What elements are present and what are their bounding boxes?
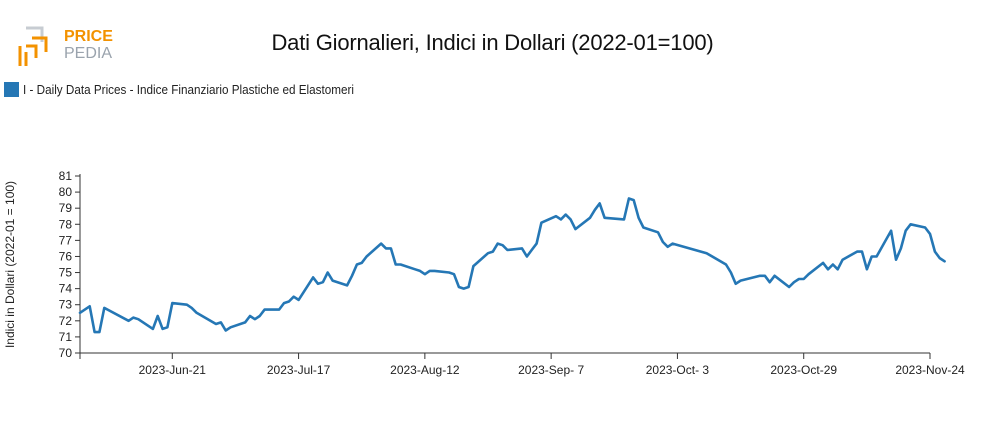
y-tick-label: 70 xyxy=(59,346,73,360)
y-tick-label: 75 xyxy=(59,266,73,280)
y-tick-label: 72 xyxy=(59,314,73,328)
logo-text-top: PRICE xyxy=(64,28,113,45)
logo-mark-icon xyxy=(18,26,48,66)
x-tick-label: 2023-Oct- 3 xyxy=(646,363,710,377)
y-tick-label: 80 xyxy=(59,185,73,199)
y-axis-label: Indici in Dollari (2022-01 = 100) xyxy=(3,181,17,348)
x-tick-label: 2023-Jul-17 xyxy=(267,363,331,377)
y-tick-label: 76 xyxy=(59,249,73,263)
x-tick-label: 2023-Aug-12 xyxy=(390,363,460,377)
y-tick-label: 79 xyxy=(59,201,73,215)
pricepedia-logo: PRICE PEDIA xyxy=(18,26,113,66)
y-tick-label: 71 xyxy=(59,330,73,344)
x-tick-label: 2023-Sep- 7 xyxy=(518,363,584,377)
y-tick-label: 78 xyxy=(59,217,73,231)
x-tick-label: 2023-Jun-21 xyxy=(139,363,207,377)
logo-text-bottom: PEDIA xyxy=(64,45,112,62)
series-line[interactable] xyxy=(78,197,946,334)
x-tick-label: 2023-Nov-24 xyxy=(895,363,965,377)
y-axis: 70 71 72 73 74 75 76 77 78 79 80 81 xyxy=(59,169,81,360)
x-axis: 2023-Jun-21 2023-Jul-17 2023-Aug-12 2023-Se… xyxy=(79,352,965,377)
chart-legend[interactable]: I - Daily Data Prices - Indice Finanziar… xyxy=(4,80,391,98)
y-tick-label: 81 xyxy=(59,169,73,183)
series-group xyxy=(78,197,946,334)
legend-swatch xyxy=(4,81,19,97)
y-tick-label: 77 xyxy=(59,233,73,247)
y-tick-label: 74 xyxy=(59,282,73,296)
y-tick-label: 73 xyxy=(59,298,73,312)
chart-title: Dati Giornalieri, Indici in Dollari (202… xyxy=(271,30,714,55)
x-tick-label: 2023-Oct-29 xyxy=(770,363,837,377)
legend-label: I - Daily Data Prices - Indice Finanziar… xyxy=(23,81,354,97)
